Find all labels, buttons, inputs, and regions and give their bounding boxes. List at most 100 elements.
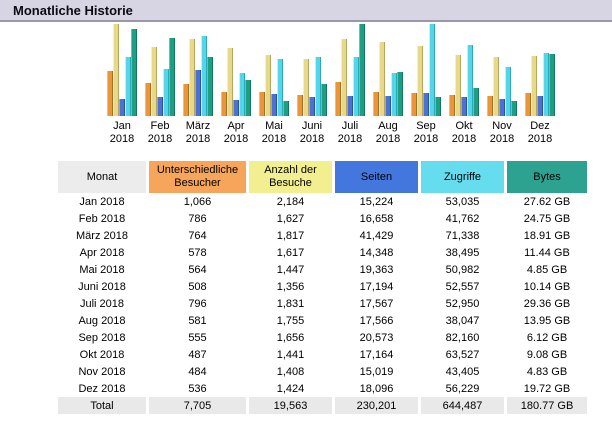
- table-cell: 581: [188, 314, 207, 327]
- page-title: Monatliche Historie: [13, 3, 133, 18]
- table-cell: Total: [58, 397, 146, 414]
- hits-bar: [391, 73, 397, 116]
- pages-bar: [233, 100, 239, 116]
- visits-bar: [531, 56, 537, 116]
- visitors-bar: [373, 92, 379, 116]
- table-cell: Apr 2018: [79, 246, 125, 259]
- visits-bar: [227, 48, 233, 116]
- table-cell: 11.44 GB: [524, 246, 570, 259]
- table-cell: 50,982: [445, 263, 480, 276]
- pages-bar: [119, 99, 125, 116]
- table-header-row: Monat Unterschiedliche Besucher Anzahl der…: [58, 161, 587, 193]
- table-cell: 38,047: [445, 314, 480, 327]
- table-cell: 41,429: [359, 229, 394, 242]
- pages-bar: [195, 70, 201, 116]
- table-cell: 6.12 GB: [526, 331, 568, 344]
- pages-bar: [499, 99, 505, 116]
- visitors-bar: [297, 95, 303, 116]
- table-cell: 52,557: [445, 280, 480, 293]
- table-cell: 18,096: [359, 382, 394, 395]
- pages-bar: [271, 94, 277, 116]
- visits-bar: [341, 39, 347, 116]
- hits-bar: [467, 45, 473, 116]
- table-cell: 9.08 GB: [526, 348, 568, 361]
- table-cell: 53,035: [445, 195, 480, 208]
- x-axis-label: Sep 2018: [413, 120, 439, 145]
- table-cell: 20,573: [359, 331, 394, 344]
- visits-bar: [455, 55, 461, 116]
- chart-group-nov: [487, 24, 517, 116]
- table-row: Okt 2018 487 1,441 17,164 63,527 9.08 GB: [58, 346, 587, 363]
- table-cell: 1,066: [183, 195, 212, 208]
- table-row: Dez 2018 536 1,424 18,096 56,229 19.72 GB: [58, 380, 587, 397]
- table-cell: Okt 2018: [79, 348, 125, 361]
- pages-bar: [347, 96, 353, 116]
- table-cell: 27.62 GB: [523, 195, 571, 208]
- table-cell: März 2018: [76, 229, 128, 242]
- visitors-bar: [525, 93, 531, 116]
- table-header-cell-vis: Unterschiedliche Besucher: [149, 161, 246, 193]
- total-row: Total 7,705 19,563 230,201 644,487 180.77 GB: [58, 397, 587, 414]
- table-cell: 18.91 GB: [523, 229, 571, 242]
- table-cell: 17,566: [359, 314, 394, 327]
- chart-group-aug: [373, 24, 403, 116]
- bytes-bar: [359, 24, 365, 116]
- table-cell: 19,363: [359, 263, 394, 276]
- bytes-bar: [511, 101, 517, 116]
- x-axis-label: Jan 2018: [109, 120, 135, 145]
- chart-group-apr: [221, 24, 251, 116]
- table-cell: Feb 2018: [78, 212, 126, 225]
- visits-bar: [303, 59, 309, 116]
- table-row: Nov 2018 484 1,408 15,019 43,405 4.83 GB: [58, 363, 587, 380]
- table-cell: 17,164: [359, 348, 394, 361]
- visitors-bar: [335, 82, 341, 116]
- table-cell: 1,656: [276, 331, 305, 344]
- bytes-bar: [131, 29, 137, 116]
- visitors-bar: [487, 96, 493, 116]
- bytes-bar: [169, 38, 175, 116]
- x-axis-label: Juli 2018: [337, 120, 363, 145]
- table-cell: 1,755: [276, 314, 305, 327]
- table-cell: Sep 2018: [78, 331, 126, 344]
- table-cell: 564: [188, 263, 207, 276]
- visitors-bar: [145, 83, 151, 116]
- visits-bar: [189, 39, 195, 116]
- chart-group-juli: [335, 24, 365, 116]
- x-axis-label: Apr 2018: [223, 120, 249, 145]
- visitors-bar: [221, 92, 227, 116]
- table-cell: 17,567: [359, 297, 394, 310]
- table-cell: Nov 2018: [78, 365, 126, 378]
- table-cell: 15,019: [359, 365, 394, 378]
- table-cell: 17,194: [359, 280, 394, 293]
- hits-bar: [277, 59, 283, 116]
- table-cell: Juni 2018: [78, 280, 126, 293]
- table-cell: 52,950: [445, 297, 480, 310]
- hits-bar: [239, 73, 245, 116]
- table-cell: 10.14 GB: [523, 280, 571, 293]
- visits-bar: [265, 55, 271, 116]
- x-axis-label: Dez 2018: [527, 120, 553, 145]
- visits-bar: [113, 24, 119, 116]
- table-cell: 4.85 GB: [526, 263, 568, 276]
- table-cell: 43,405: [445, 365, 480, 378]
- hits-bar: [201, 36, 207, 116]
- visits-bar: [493, 57, 499, 116]
- chart-group-juni: [297, 24, 327, 116]
- table-cell: 764: [188, 229, 207, 242]
- table-cell: 82,160: [445, 331, 480, 344]
- table-cell: 13.95 GB: [523, 314, 571, 327]
- hits-bar: [163, 69, 169, 116]
- table-cell: 508: [188, 280, 207, 293]
- hits-bar: [315, 57, 321, 116]
- table-cell: 487: [188, 348, 207, 361]
- chart-x-axis-labels: Jan 2018 Feb 2018 März 2018 Apr 2018 Mai 2018 Juni…: [107, 120, 612, 146]
- bar-chart: [107, 24, 612, 116]
- table-cell: Juli 2018: [79, 297, 125, 310]
- table-cell: 536: [188, 382, 207, 395]
- history-table: Monat Unterschiedliche Besucher Anzahl der…: [55, 161, 590, 414]
- table-row: Juni 2018 508 1,356 17,194 52,557 10.14 GB: [58, 278, 587, 295]
- table-cell: 578: [188, 246, 207, 259]
- x-axis-label: Mai 2018: [261, 120, 287, 145]
- table-row: Mai 2018 564 1,447 19,363 50,982 4.85 GB: [58, 261, 587, 278]
